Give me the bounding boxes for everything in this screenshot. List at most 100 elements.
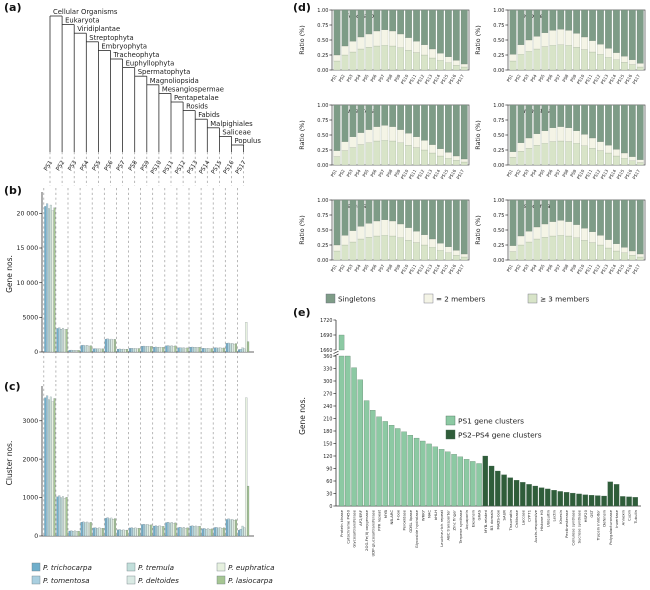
bar — [63, 329, 66, 353]
bar — [476, 463, 482, 507]
taxon-label: Tracheophyta — [113, 51, 160, 59]
bar-segment-singleton — [421, 9, 428, 45]
legend-swatch — [445, 415, 456, 426]
y-tick-label: 0.00 — [317, 163, 328, 169]
bar-segment-singleton — [373, 9, 381, 32]
x-tick-label: PS1 — [506, 168, 514, 178]
x-tick-label: PS5 — [537, 168, 545, 178]
y-axis-title: Gene nos. — [298, 397, 307, 435]
bar-segment-singleton — [429, 104, 436, 145]
bar-segment-singleton — [573, 9, 581, 34]
bar — [70, 349, 73, 353]
y-tick-label: 330 — [323, 366, 332, 372]
bar-segment-three-plus — [509, 60, 517, 71]
x-tick-label: PS8 — [561, 263, 569, 273]
bar-segment-singleton — [333, 9, 341, 56]
bar-segment-singleton — [605, 9, 612, 49]
bar — [134, 527, 137, 537]
x-tick-label: Laccase — [520, 509, 525, 525]
bar-segment-three-plus — [589, 242, 596, 261]
bar — [201, 528, 204, 537]
bar — [94, 527, 97, 537]
legend-label: P. trichocarpa — [43, 563, 92, 572]
bar-segment-three-plus — [621, 62, 628, 71]
bar-segment-singleton — [405, 199, 412, 228]
bar — [172, 346, 175, 353]
bar-segment-three-plus — [573, 237, 581, 261]
bar — [195, 347, 197, 353]
legend-swatch — [527, 293, 538, 304]
bar-segment-singleton — [381, 9, 389, 30]
x-tick-label: PS4 — [529, 168, 537, 178]
bar-segment-two — [541, 223, 549, 238]
bar-segment-singleton — [333, 104, 341, 151]
x-tick-label: PS10 — [576, 73, 586, 85]
bar-segment-two — [557, 126, 565, 142]
bar-segment-three-plus — [621, 158, 628, 166]
bar-segment-two — [373, 126, 381, 142]
bar — [100, 528, 103, 537]
bar — [545, 488, 551, 507]
bar — [44, 206, 47, 353]
bar — [401, 431, 407, 507]
x-tick-label: CYP71 — [527, 509, 532, 522]
x-tick-label: PS8 — [385, 168, 393, 178]
bar — [170, 522, 173, 537]
x-tick-label: PS8 — [385, 73, 393, 83]
ps-label: PS5 — [92, 160, 103, 173]
ps-label: PS7 — [116, 160, 127, 173]
x-tick-label: Chitinase — [514, 509, 519, 527]
bar-segment-three-plus — [365, 237, 373, 261]
bar — [100, 348, 103, 353]
bar-segment-singleton — [517, 199, 525, 237]
ps-label: PS8 — [128, 160, 139, 173]
bar-segment-two — [628, 156, 636, 161]
x-tick-label: Leucine-rich repeat — [439, 510, 444, 547]
bar — [198, 526, 201, 537]
bar-segment-two — [389, 126, 397, 142]
y-tick-label: 60 — [326, 479, 332, 485]
bar-segment-two — [525, 137, 533, 149]
y-tick-label: 180 — [323, 429, 332, 435]
bar — [193, 347, 196, 353]
bar-segment-singleton — [581, 104, 588, 135]
y-tick-label: 1720 — [320, 318, 332, 324]
bar — [88, 522, 90, 537]
bar-segment-two — [405, 133, 412, 146]
bar — [153, 525, 156, 537]
bar-segment-three-plus — [373, 140, 381, 166]
y-tick-label: 1.00 — [317, 103, 328, 109]
x-tick-label: Pectinesterase — [564, 509, 569, 538]
bar-segment-three-plus — [405, 145, 412, 166]
bar — [172, 523, 175, 537]
cluster-numbers-chart: 0 1000 2000 3000 Cluster nos. — [5, 384, 254, 540]
bar — [626, 496, 632, 507]
y-tick-label: 1.00 — [493, 103, 504, 109]
bar-segment-singleton — [381, 104, 389, 126]
y-tick-label: 1.00 — [317, 8, 328, 14]
x-tick-label: PS3 — [522, 168, 530, 178]
bar — [213, 347, 216, 353]
bar — [82, 344, 85, 353]
bar — [98, 527, 101, 537]
bar-segment-two — [413, 136, 420, 148]
x-tick-label: PS16 — [448, 168, 458, 180]
bar-top-segment — [338, 334, 345, 351]
x-tick-label: PS6 — [545, 263, 553, 273]
x-tick-label: PS12 — [592, 263, 602, 275]
bar — [225, 343, 228, 353]
bar-segment-three-plus — [565, 141, 573, 166]
bar — [438, 449, 445, 507]
bar-segment-three-plus — [460, 66, 468, 71]
legend-swatch — [445, 429, 456, 440]
bar — [388, 425, 395, 507]
taxon-label: Embryophyta — [101, 42, 147, 50]
bar-segment-three-plus — [557, 44, 565, 71]
bar — [426, 443, 432, 507]
bar-segment-two — [573, 130, 581, 144]
bar — [219, 347, 222, 353]
bar — [53, 207, 56, 353]
bar — [363, 400, 370, 507]
